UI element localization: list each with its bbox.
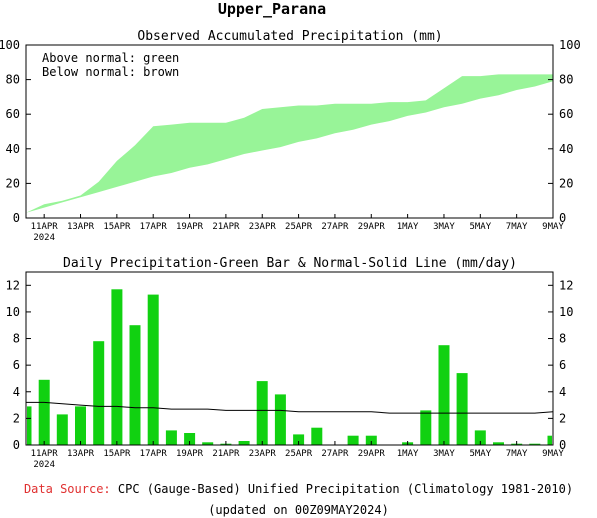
data-source-label: Data Source: — [23, 482, 111, 496]
daily-precip-bar — [27, 406, 32, 445]
x-tick-label: 15APR — [103, 222, 131, 232]
daily-precip-bar — [529, 443, 541, 445]
x-tick-label: 5MAY — [469, 222, 491, 232]
y-tick-label-left: 80 — [6, 73, 20, 87]
y-tick-label-left: 12 — [6, 278, 20, 292]
x-tick-label: 1MAY — [397, 449, 419, 459]
y-tick-label-left: 8 — [13, 332, 20, 346]
y-tick-label-right: 8 — [559, 332, 566, 346]
x-tick-label: 29APR — [358, 222, 386, 232]
daily-precip-bar — [547, 435, 552, 445]
x-tick-label: 23APR — [249, 222, 277, 232]
x-tick-label: 21APR — [212, 449, 240, 459]
x-tick-label: 13APR — [67, 449, 95, 459]
x-tick-label: 17APR — [140, 449, 168, 459]
y-tick-label-right: 10 — [559, 305, 573, 319]
x-tick-label: 25APR — [285, 449, 313, 459]
daily-precip-bar — [274, 394, 286, 445]
y-tick-label-left: 40 — [6, 142, 20, 156]
daily-precip-bar — [365, 435, 377, 445]
y-tick-label-right: 80 — [559, 73, 573, 87]
daily-precip-bar — [38, 379, 50, 445]
x-tick-label: 1MAY — [397, 222, 419, 232]
daily-precip-bar — [493, 442, 504, 445]
y-tick-label-right: 0 — [559, 211, 566, 225]
daily-precip-bar — [165, 430, 177, 445]
plot-frame — [25, 44, 554, 219]
y-tick-label-right: 40 — [559, 142, 573, 156]
plot-frame — [25, 271, 554, 446]
y-tick-label-left: 0 — [13, 438, 20, 452]
x-tick-label: 19APR — [176, 222, 204, 232]
y-tick-label-left: 4 — [13, 385, 20, 399]
accumulated-precipitation-chart: Observed Accumulated Precipitation (mm) … — [0, 29, 581, 243]
x-year-label: 2024 — [33, 233, 55, 243]
daily-precip-bar — [238, 441, 250, 445]
x-tick-label: 15APR — [103, 449, 131, 459]
y-tick-label-left: 6 — [13, 358, 20, 372]
daily-precip-bar — [111, 289, 123, 445]
daily-precipitation-chart: Daily Precipitation-Green Bar & Normal-S… — [6, 256, 574, 470]
daily-precip-bar — [293, 434, 305, 445]
x-tick-label: 9MAY — [542, 222, 564, 232]
daily-precip-bar — [56, 414, 68, 445]
daily-precip-bar — [184, 433, 196, 445]
y-tick-label-right: 60 — [559, 107, 573, 121]
daily-precip-bar — [147, 294, 159, 445]
daily-precip-bar — [438, 345, 450, 445]
x-tick-label: 11APR — [31, 222, 59, 232]
y-tick-label-right: 0 — [559, 438, 566, 452]
y-tick-label-right: 6 — [559, 358, 566, 372]
x-tick-label: 5MAY — [469, 449, 491, 459]
daily-precip-bar — [256, 381, 268, 445]
annotation-below-normal: Below normal: brown — [42, 65, 179, 79]
x-tick-label: 3MAY — [433, 449, 455, 459]
y-tick-label-left: 60 — [6, 107, 20, 121]
daily-precip-bar — [202, 442, 214, 445]
daily-precip-bar — [456, 373, 468, 445]
normal-precip-line — [26, 401, 554, 414]
daily-precip-bar — [129, 325, 141, 445]
y-tick-label-left: 2 — [13, 411, 20, 425]
x-tick-label: 29APR — [358, 449, 386, 459]
data-source-line: Data Source: CPC (Gauge-Based) Unified P… — [0, 482, 597, 496]
daily-chart-title: Daily Precipitation-Green Bar & Normal-S… — [63, 256, 517, 271]
y-tick-label-right: 2 — [559, 411, 566, 425]
x-tick-label: 27APR — [321, 449, 349, 459]
page-title: Upper_Parana — [218, 0, 326, 18]
daily-precip-bar — [93, 341, 105, 445]
x-tick-label: 27APR — [321, 222, 349, 232]
x-tick-label: 11APR — [31, 449, 59, 459]
daily-precip-bar — [311, 427, 323, 445]
y-tick-label-right: 20 — [559, 176, 573, 190]
y-tick-label-left: 0 — [13, 211, 20, 225]
x-tick-label: 7MAY — [506, 222, 528, 232]
x-tick-label: 13APR — [67, 222, 95, 232]
daily-precip-bar — [75, 406, 86, 445]
x-tick-label: 25APR — [285, 222, 313, 232]
data-source-text: CPC (Gauge-Based) Unified Precipitation … — [117, 482, 574, 496]
x-tick-label: 23APR — [249, 449, 277, 459]
daily-precip-bar — [420, 410, 432, 445]
x-tick-label: 19APR — [176, 449, 204, 459]
y-tick-label-left: 100 — [0, 38, 20, 52]
daily-precip-bar — [347, 435, 359, 445]
y-tick-label-right: 4 — [559, 385, 566, 399]
y-tick-label-right: 100 — [559, 38, 581, 52]
annotation-above-normal: Above normal: green — [42, 51, 179, 65]
x-year-label: 2024 — [33, 460, 55, 470]
daily-precip-bar — [474, 430, 486, 445]
y-tick-label-right: 12 — [559, 278, 573, 292]
x-tick-label: 17APR — [140, 222, 168, 232]
accumulated-anomaly-area — [26, 74, 553, 213]
x-tick-label: 3MAY — [433, 222, 455, 232]
x-tick-label: 7MAY — [506, 449, 528, 459]
updated-timestamp: (updated on 00Z09MAY2024) — [208, 503, 389, 517]
y-tick-label-left: 20 — [6, 176, 20, 190]
x-tick-label: 9MAY — [542, 449, 564, 459]
accumulated-chart-title: Observed Accumulated Precipitation (mm) — [137, 29, 442, 44]
x-tick-label: 21APR — [212, 222, 240, 232]
y-tick-label-left: 10 — [6, 305, 20, 319]
